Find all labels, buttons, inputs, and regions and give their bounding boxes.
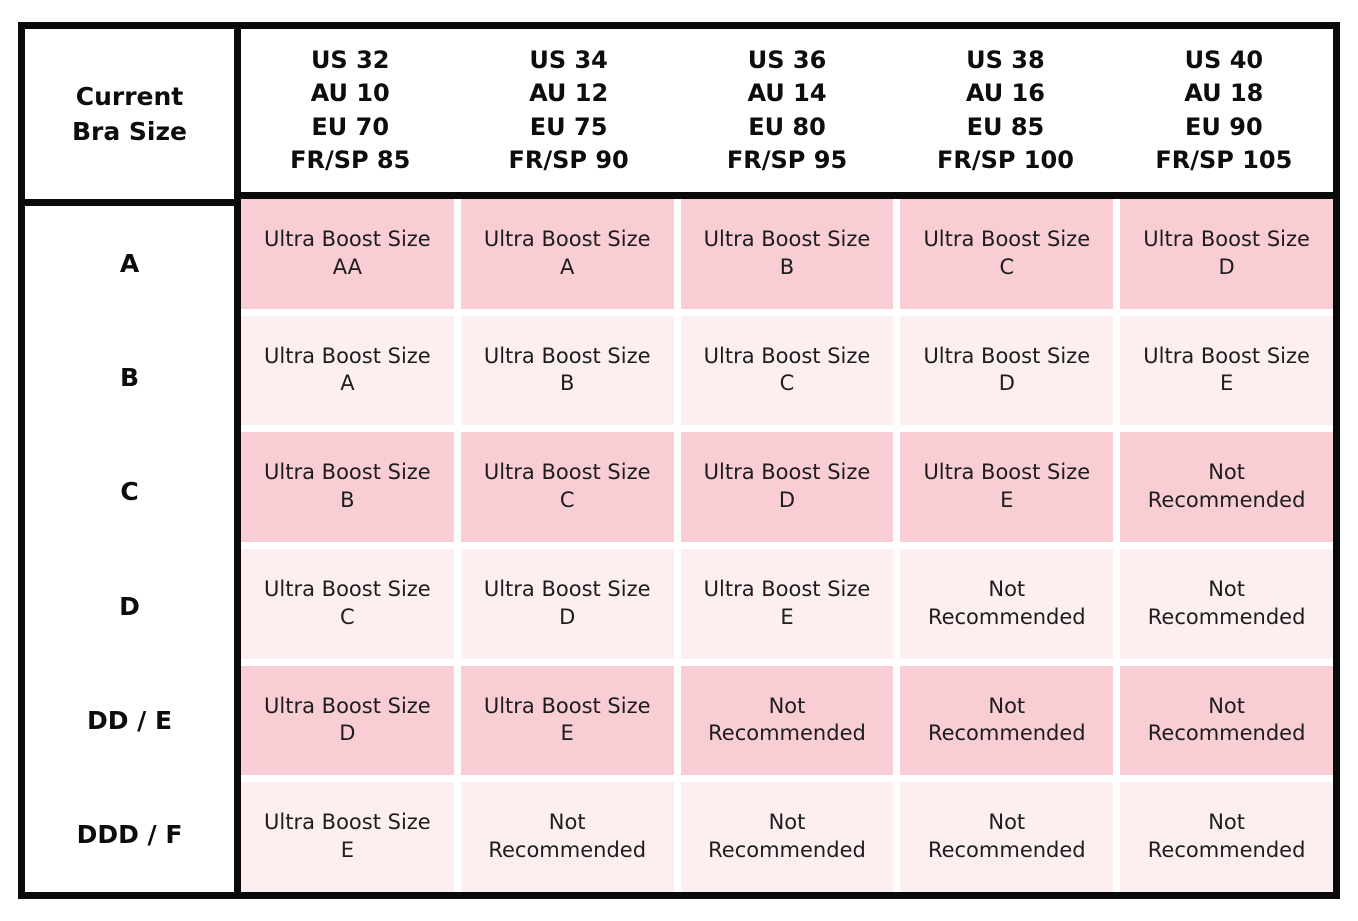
size-cell: Ultra Boost Size AA	[241, 199, 454, 309]
column-header: US 36 AU 14 EU 80 FR/SP 95	[726, 46, 848, 174]
size-cell: Ultra Boost Size B	[680, 199, 894, 309]
row-label: A	[119, 248, 140, 278]
size-cell: Not Recommended	[900, 548, 1114, 659]
size-cell: Not Recommended	[680, 665, 894, 776]
column-header: US 40 AU 18 EU 90 FR/SP 105	[1155, 46, 1293, 174]
size-cell: Not Recommended	[900, 665, 1114, 776]
size-cell: Ultra Boost Size D	[241, 665, 454, 776]
size-cell: Ultra Boost Size D	[1120, 199, 1333, 309]
size-cell: Ultra Boost Size D	[900, 315, 1114, 426]
size-cell: Not Recommended	[460, 782, 674, 892]
column-header: US 32 AU 10 EU 70 FR/SP 85	[290, 46, 411, 174]
size-cell: Ultra Boost Size A	[460, 199, 674, 309]
row-label: DDD / F	[76, 820, 183, 850]
row-label: C	[120, 477, 139, 507]
size-cell: Ultra Boost Size E	[460, 665, 674, 776]
corner-header: Current Bra Size	[25, 29, 234, 206]
row-label: B	[119, 362, 140, 392]
size-cell: Not Recommended	[900, 782, 1114, 892]
size-cell: Ultra Boost Size C	[680, 315, 894, 426]
size-cell: Ultra Boost Size B	[241, 432, 454, 542]
row-label-column: Current Bra Size A B C D DD / E DDD / F	[25, 29, 241, 892]
size-cell: Not Recommended	[1120, 548, 1333, 659]
size-cell: Ultra Boost Size E	[900, 432, 1114, 542]
column-header: US 34 AU 12 EU 75 FR/SP 90	[508, 46, 629, 174]
size-cell: Ultra Boost Size D	[680, 432, 894, 542]
size-cell: Ultra Boost Size E	[241, 782, 454, 892]
column-header: US 38 AU 16 EU 85 FR/SP 100	[936, 46, 1074, 174]
size-cell: Not Recommended	[1120, 432, 1333, 542]
size-data-area: US 32 AU 10 EU 70 FR/SP 85 US 34 AU 12 EU…	[241, 29, 1333, 892]
size-cell: Ultra Boost Size B	[460, 315, 674, 426]
size-cell: Ultra Boost Size C	[460, 432, 674, 542]
size-cell: Ultra Boost Size C	[241, 548, 454, 659]
size-cell: Ultra Boost Size D	[460, 548, 674, 659]
size-cell: Not Recommended	[680, 782, 894, 892]
size-cell: Ultra Boost Size E	[680, 548, 894, 659]
row-label-list: A B C D DD / E DDD / F	[25, 206, 234, 892]
size-cell-grid: Ultra Boost Size AA Ultra Boost Size A Ult…	[241, 199, 1333, 892]
size-cell: Not Recommended	[1120, 665, 1333, 776]
size-cell: Ultra Boost Size E	[1120, 315, 1333, 426]
bra-size-conversion-table: Current Bra Size A B C D DD / E DDD / F US 32…	[18, 22, 1340, 899]
row-label: D	[119, 591, 140, 621]
row-label: DD / E	[86, 705, 173, 735]
column-header-row: US 32 AU 10 EU 70 FR/SP 85 US 34 AU 12 EU…	[241, 29, 1333, 199]
size-cell: Not Recommended	[1120, 782, 1333, 892]
size-cell: Ultra Boost Size C	[900, 199, 1114, 309]
size-cell: Ultra Boost Size A	[241, 315, 454, 426]
